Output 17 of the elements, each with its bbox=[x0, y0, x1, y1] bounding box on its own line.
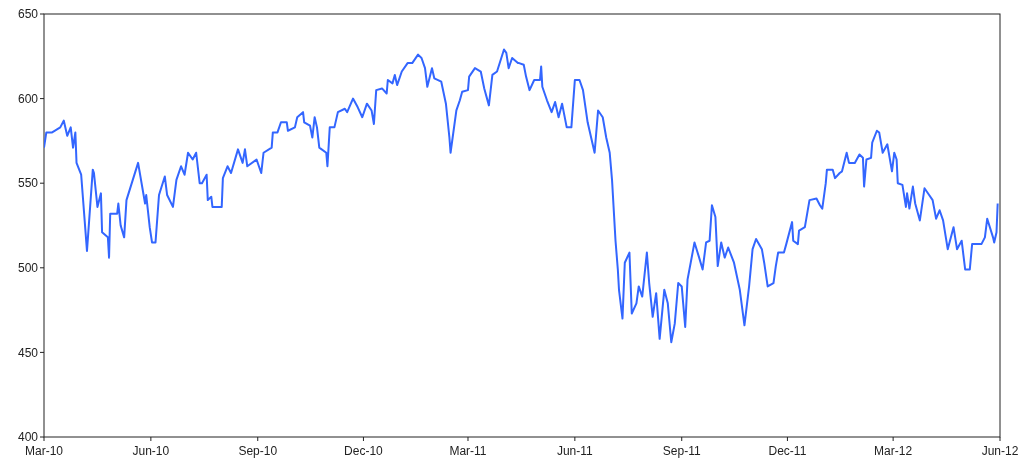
x-tick-label: Jun-11 bbox=[556, 444, 594, 458]
x-tick-label: Jun-12 bbox=[981, 444, 1019, 458]
x-tick-label: Dec-10 bbox=[344, 444, 384, 458]
y-tick-label: 650 bbox=[17, 7, 39, 22]
x-tick-label: Mar-11 bbox=[449, 444, 487, 458]
line-series bbox=[44, 48, 999, 344]
y-tick-label: 550 bbox=[17, 176, 39, 191]
y-tick-label: 450 bbox=[17, 345, 39, 360]
y-tick-label: 500 bbox=[17, 261, 39, 275]
x-tick-label: Mar-10 bbox=[24, 444, 64, 458]
y-tick-label: 600 bbox=[17, 91, 39, 106]
x-tick-label: Sep-11 bbox=[662, 444, 701, 458]
x-tick-label: Jun-10 bbox=[132, 444, 170, 458]
x-tick-label: Mar-12 bbox=[874, 444, 913, 458]
x-tick-label: Dec-11 bbox=[768, 444, 807, 458]
y-tick-label: 400 bbox=[17, 430, 39, 445]
x-tick-label: Sep-10 bbox=[238, 444, 278, 458]
